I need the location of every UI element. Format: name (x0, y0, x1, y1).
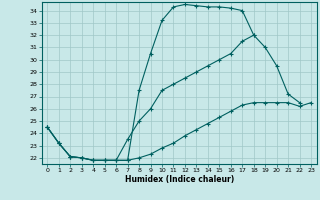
X-axis label: Humidex (Indice chaleur): Humidex (Indice chaleur) (124, 175, 234, 184)
